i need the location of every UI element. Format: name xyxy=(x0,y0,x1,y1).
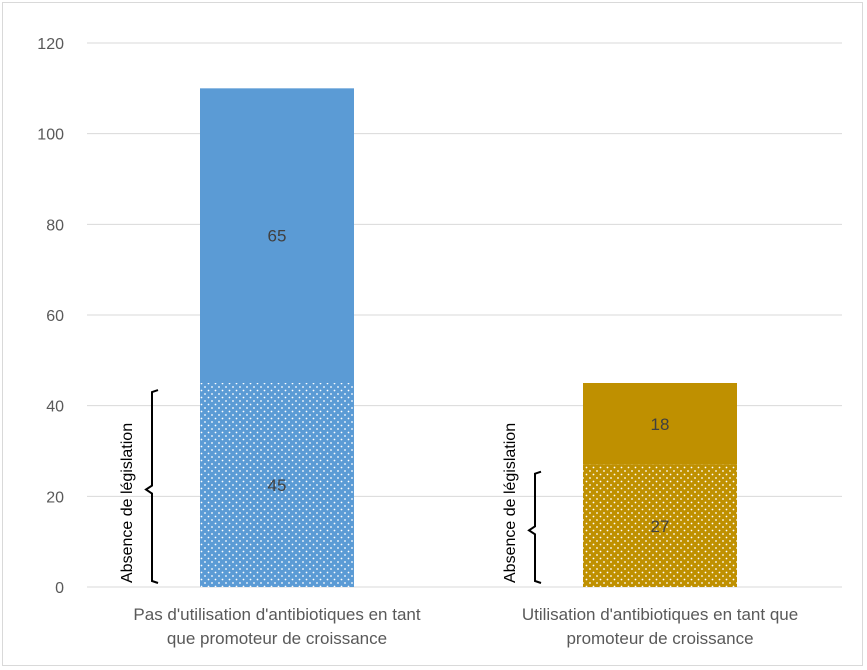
x-axis-categories: Pas d'utilisation d'antibiotiques en tan… xyxy=(133,605,798,648)
brace xyxy=(144,389,159,584)
y-tick-label: 60 xyxy=(46,308,64,325)
data-label: 65 xyxy=(268,227,287,246)
category-label: Pas d'utilisation d'antibiotiques en tan… xyxy=(133,605,420,648)
bar-segment xyxy=(200,383,354,587)
data-labels: 45 65 27 18 xyxy=(268,227,670,536)
data-label: 45 xyxy=(268,476,287,495)
brace xyxy=(527,470,542,584)
y-tick-label: 100 xyxy=(37,127,64,144)
annotations: Absence de législation Absence de législa… xyxy=(119,389,542,584)
bars xyxy=(200,88,737,587)
y-tick-label: 20 xyxy=(46,489,64,506)
data-label: 27 xyxy=(651,517,670,536)
y-axis-ticks: 0 20 40 60 80 100 120 xyxy=(37,36,64,597)
annotation-label: Absence de législation xyxy=(502,423,519,583)
y-tick-label: 80 xyxy=(46,217,64,234)
bar-segment xyxy=(583,464,737,587)
bar-segment xyxy=(200,88,354,383)
bar-segment xyxy=(583,383,737,465)
y-tick-label: 0 xyxy=(55,580,64,597)
y-tick-label: 120 xyxy=(37,36,64,53)
category-label: Utilisation d'antibiotiques en tant que p… xyxy=(522,605,798,648)
data-label: 18 xyxy=(651,415,670,434)
annotation-label: Absence de législation xyxy=(119,423,136,583)
y-tick-label: 40 xyxy=(46,399,64,416)
